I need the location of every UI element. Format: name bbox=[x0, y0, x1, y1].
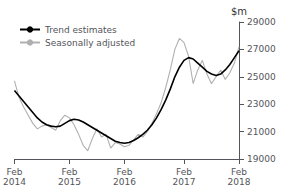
svg-text:Trend estimates: Trend estimates bbox=[44, 25, 117, 35]
svg-text:2018: 2018 bbox=[228, 177, 251, 187]
svg-text:27000: 27000 bbox=[247, 44, 276, 54]
svg-text:21000: 21000 bbox=[247, 127, 276, 137]
svg-text:Feb: Feb bbox=[61, 167, 77, 177]
svg-text:Feb: Feb bbox=[6, 167, 22, 177]
svg-text:19000: 19000 bbox=[247, 154, 276, 164]
svg-text:Seasonally adjusted: Seasonally adjusted bbox=[45, 38, 135, 48]
svg-text:$m: $m bbox=[231, 6, 247, 17]
svg-text:2014: 2014 bbox=[3, 177, 26, 187]
svg-text:23000: 23000 bbox=[247, 99, 276, 109]
svg-text:29000: 29000 bbox=[247, 17, 276, 27]
svg-text:2017: 2017 bbox=[173, 177, 196, 187]
svg-text:Feb: Feb bbox=[176, 167, 192, 177]
svg-text:2015: 2015 bbox=[58, 177, 81, 187]
svg-text:2016: 2016 bbox=[113, 177, 136, 187]
svg-text:25000: 25000 bbox=[247, 72, 276, 82]
svg-text:Feb: Feb bbox=[116, 167, 132, 177]
svg-text:Feb: Feb bbox=[231, 167, 247, 177]
